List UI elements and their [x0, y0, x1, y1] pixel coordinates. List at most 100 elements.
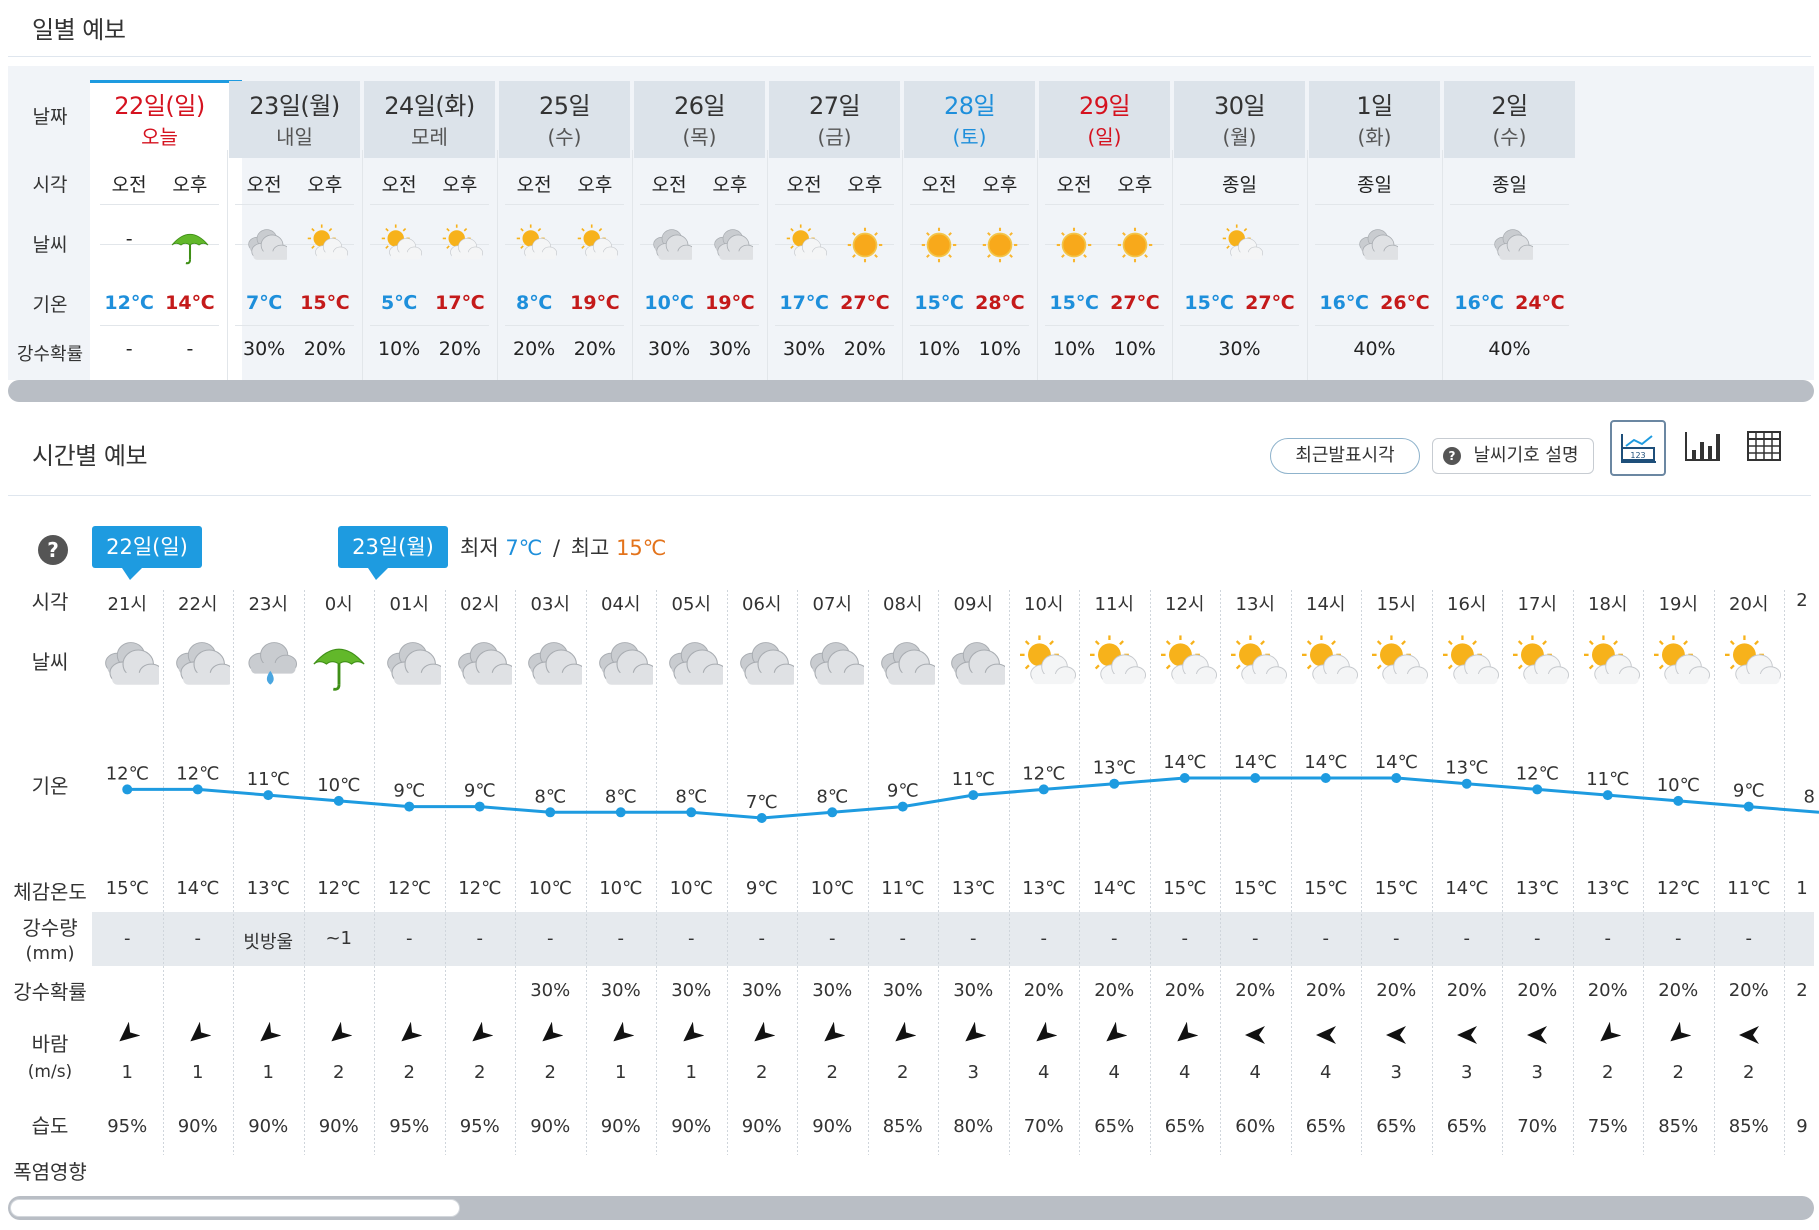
humidity: 95%: [107, 1116, 148, 1137]
rain-amount: -: [1534, 928, 1541, 949]
bar-chart-button[interactable]: [1676, 420, 1732, 476]
wind-arrow: [1031, 1021, 1058, 1052]
feels-like: 13℃: [246, 878, 290, 899]
partly-icon: [1019, 635, 1076, 685]
cloudy-icon: [248, 229, 291, 260]
daily-weather-icon: [707, 222, 757, 272]
rain-amount: -: [1252, 928, 1259, 949]
temperature-label: 9℃: [887, 781, 919, 802]
wind-direction-icon: [824, 1021, 846, 1042]
temperature-label: 14℃: [1234, 752, 1277, 773]
wind-arrow: [467, 1021, 494, 1052]
wind-direction-icon: [1527, 1026, 1548, 1044]
feels-like: 9℃: [745, 878, 778, 899]
hourly-scrollbar-thumb[interactable]: [10, 1199, 460, 1217]
day-sub: (수): [547, 125, 582, 149]
rain-amount: -: [970, 928, 977, 949]
wind-speed: 1: [192, 1062, 204, 1083]
min-label: 최저: [460, 536, 499, 560]
day-header[interactable]: 27일 (금): [769, 81, 900, 158]
day-date: 2일: [1491, 92, 1528, 120]
graph-view-button[interactable]: 123: [1610, 420, 1666, 476]
day-header[interactable]: 29일 (일): [1039, 81, 1170, 158]
weather-row-underline: [910, 244, 1029, 245]
hour-column-separator: [1502, 590, 1503, 1155]
temperature-point: [756, 813, 767, 823]
hourly-weather-icon: [95, 632, 164, 700]
help-icon: ?: [1443, 447, 1461, 465]
day-header[interactable]: 25일 (수): [499, 81, 630, 158]
hourly-weather-icon: [518, 632, 587, 700]
rain-amount-band: [92, 912, 1814, 966]
day-header[interactable]: 30일 (월): [1174, 81, 1305, 158]
help-icon[interactable]: ?: [38, 535, 68, 565]
wind-direction-icon: [542, 1021, 564, 1042]
day-header[interactable]: 1일 (화): [1309, 81, 1440, 158]
feels-like: 14℃: [176, 878, 220, 899]
time-row-underline: [100, 204, 219, 205]
time-pm: 오후: [982, 174, 1018, 196]
precip-prob: 30%: [953, 980, 994, 1001]
daily-title-divider: [8, 56, 1811, 57]
temperature-line-chart: 12℃ 12℃ 11℃ 10℃ 9℃ 9℃ 8℃ 8℃ 8℃ 7℃ 8℃ 9℃ 11℃ 12℃ 13℃ 14℃…: [106, 752, 1819, 823]
partly-icon: [577, 224, 618, 260]
humidity: 65%: [1305, 1116, 1346, 1137]
wind-arrow: [749, 1021, 776, 1052]
rain-amount: -: [899, 928, 907, 949]
day-header[interactable]: 23일(월) 내일: [229, 81, 360, 158]
day-header[interactable]: 2일 (수): [1444, 81, 1575, 158]
temperature-point: [122, 784, 133, 795]
temperature-point: [1673, 795, 1684, 806]
precip-am: 20%: [513, 338, 556, 360]
hour-column-separator: [233, 590, 234, 1155]
rain-amount: -: [124, 928, 131, 949]
sunny-icon: [982, 227, 1018, 263]
feels-like: 13℃: [951, 878, 995, 899]
temperature-point: [1532, 784, 1543, 795]
hour-time: 15시: [1376, 594, 1416, 615]
wind-speed: 3: [967, 1062, 979, 1083]
rain-amount: -: [1393, 928, 1400, 949]
hourly-weather-icon: [236, 632, 300, 700]
feels-like: 13℃: [1515, 878, 1559, 899]
date-badge-today: 22일(일): [92, 526, 202, 580]
hourly-weather-icon: [730, 632, 799, 700]
humidity: 90%: [530, 1116, 571, 1137]
humidity: 65%: [1094, 1116, 1135, 1137]
daily-horizontal-scrollbar[interactable]: [8, 380, 1814, 402]
day-header[interactable]: 28일 (토): [904, 81, 1035, 158]
temperature-label: 9℃: [393, 781, 425, 802]
precip-am: 10%: [918, 338, 961, 360]
wind-speed: 2: [1672, 1062, 1684, 1083]
hour-column-separator: [585, 590, 587, 1155]
cloudy-icon: [1493, 229, 1536, 260]
hour-time: 16시: [1447, 594, 1487, 615]
day-header[interactable]: 22일(일) 오늘: [94, 81, 225, 158]
time-row-underline: [910, 204, 1029, 205]
day-sub: 모레: [411, 125, 448, 149]
daily-forecast-title: 일별 예보: [32, 16, 126, 44]
precip-pm: 10%: [978, 338, 1021, 360]
latest-release-button[interactable]: 최근발표시각: [1270, 438, 1420, 474]
hour-column-separator: [1361, 590, 1362, 1155]
wind-arrow: [1242, 1022, 1268, 1052]
weather-legend-button[interactable]: ? 날씨기호 설명: [1432, 438, 1594, 474]
wind-arrow: [1101, 1021, 1128, 1052]
temperature-label: 12℃: [1022, 763, 1065, 784]
cloudy-icon: [457, 642, 517, 685]
hourly-label-time: 시각: [31, 590, 69, 614]
wind-direction-icon: [754, 1021, 776, 1042]
wind-speed: 2: [756, 1062, 768, 1083]
table-view-button[interactable]: [1738, 420, 1794, 476]
hourly-title-divider: [8, 495, 1811, 496]
day-header[interactable]: 24일(화) 모레: [364, 81, 495, 158]
daily-weather-icon: [437, 222, 483, 272]
max-temp: 19℃: [570, 292, 620, 314]
temperature-label: 11℃: [952, 769, 995, 790]
hour-time: 04시: [601, 594, 641, 615]
time-pm: 오후: [577, 174, 613, 196]
precip-am: 30%: [648, 338, 691, 360]
precip-prob: 30%: [741, 980, 782, 1001]
day-header[interactable]: 26일 (목): [634, 81, 765, 158]
day-sub: 오늘: [141, 125, 178, 149]
